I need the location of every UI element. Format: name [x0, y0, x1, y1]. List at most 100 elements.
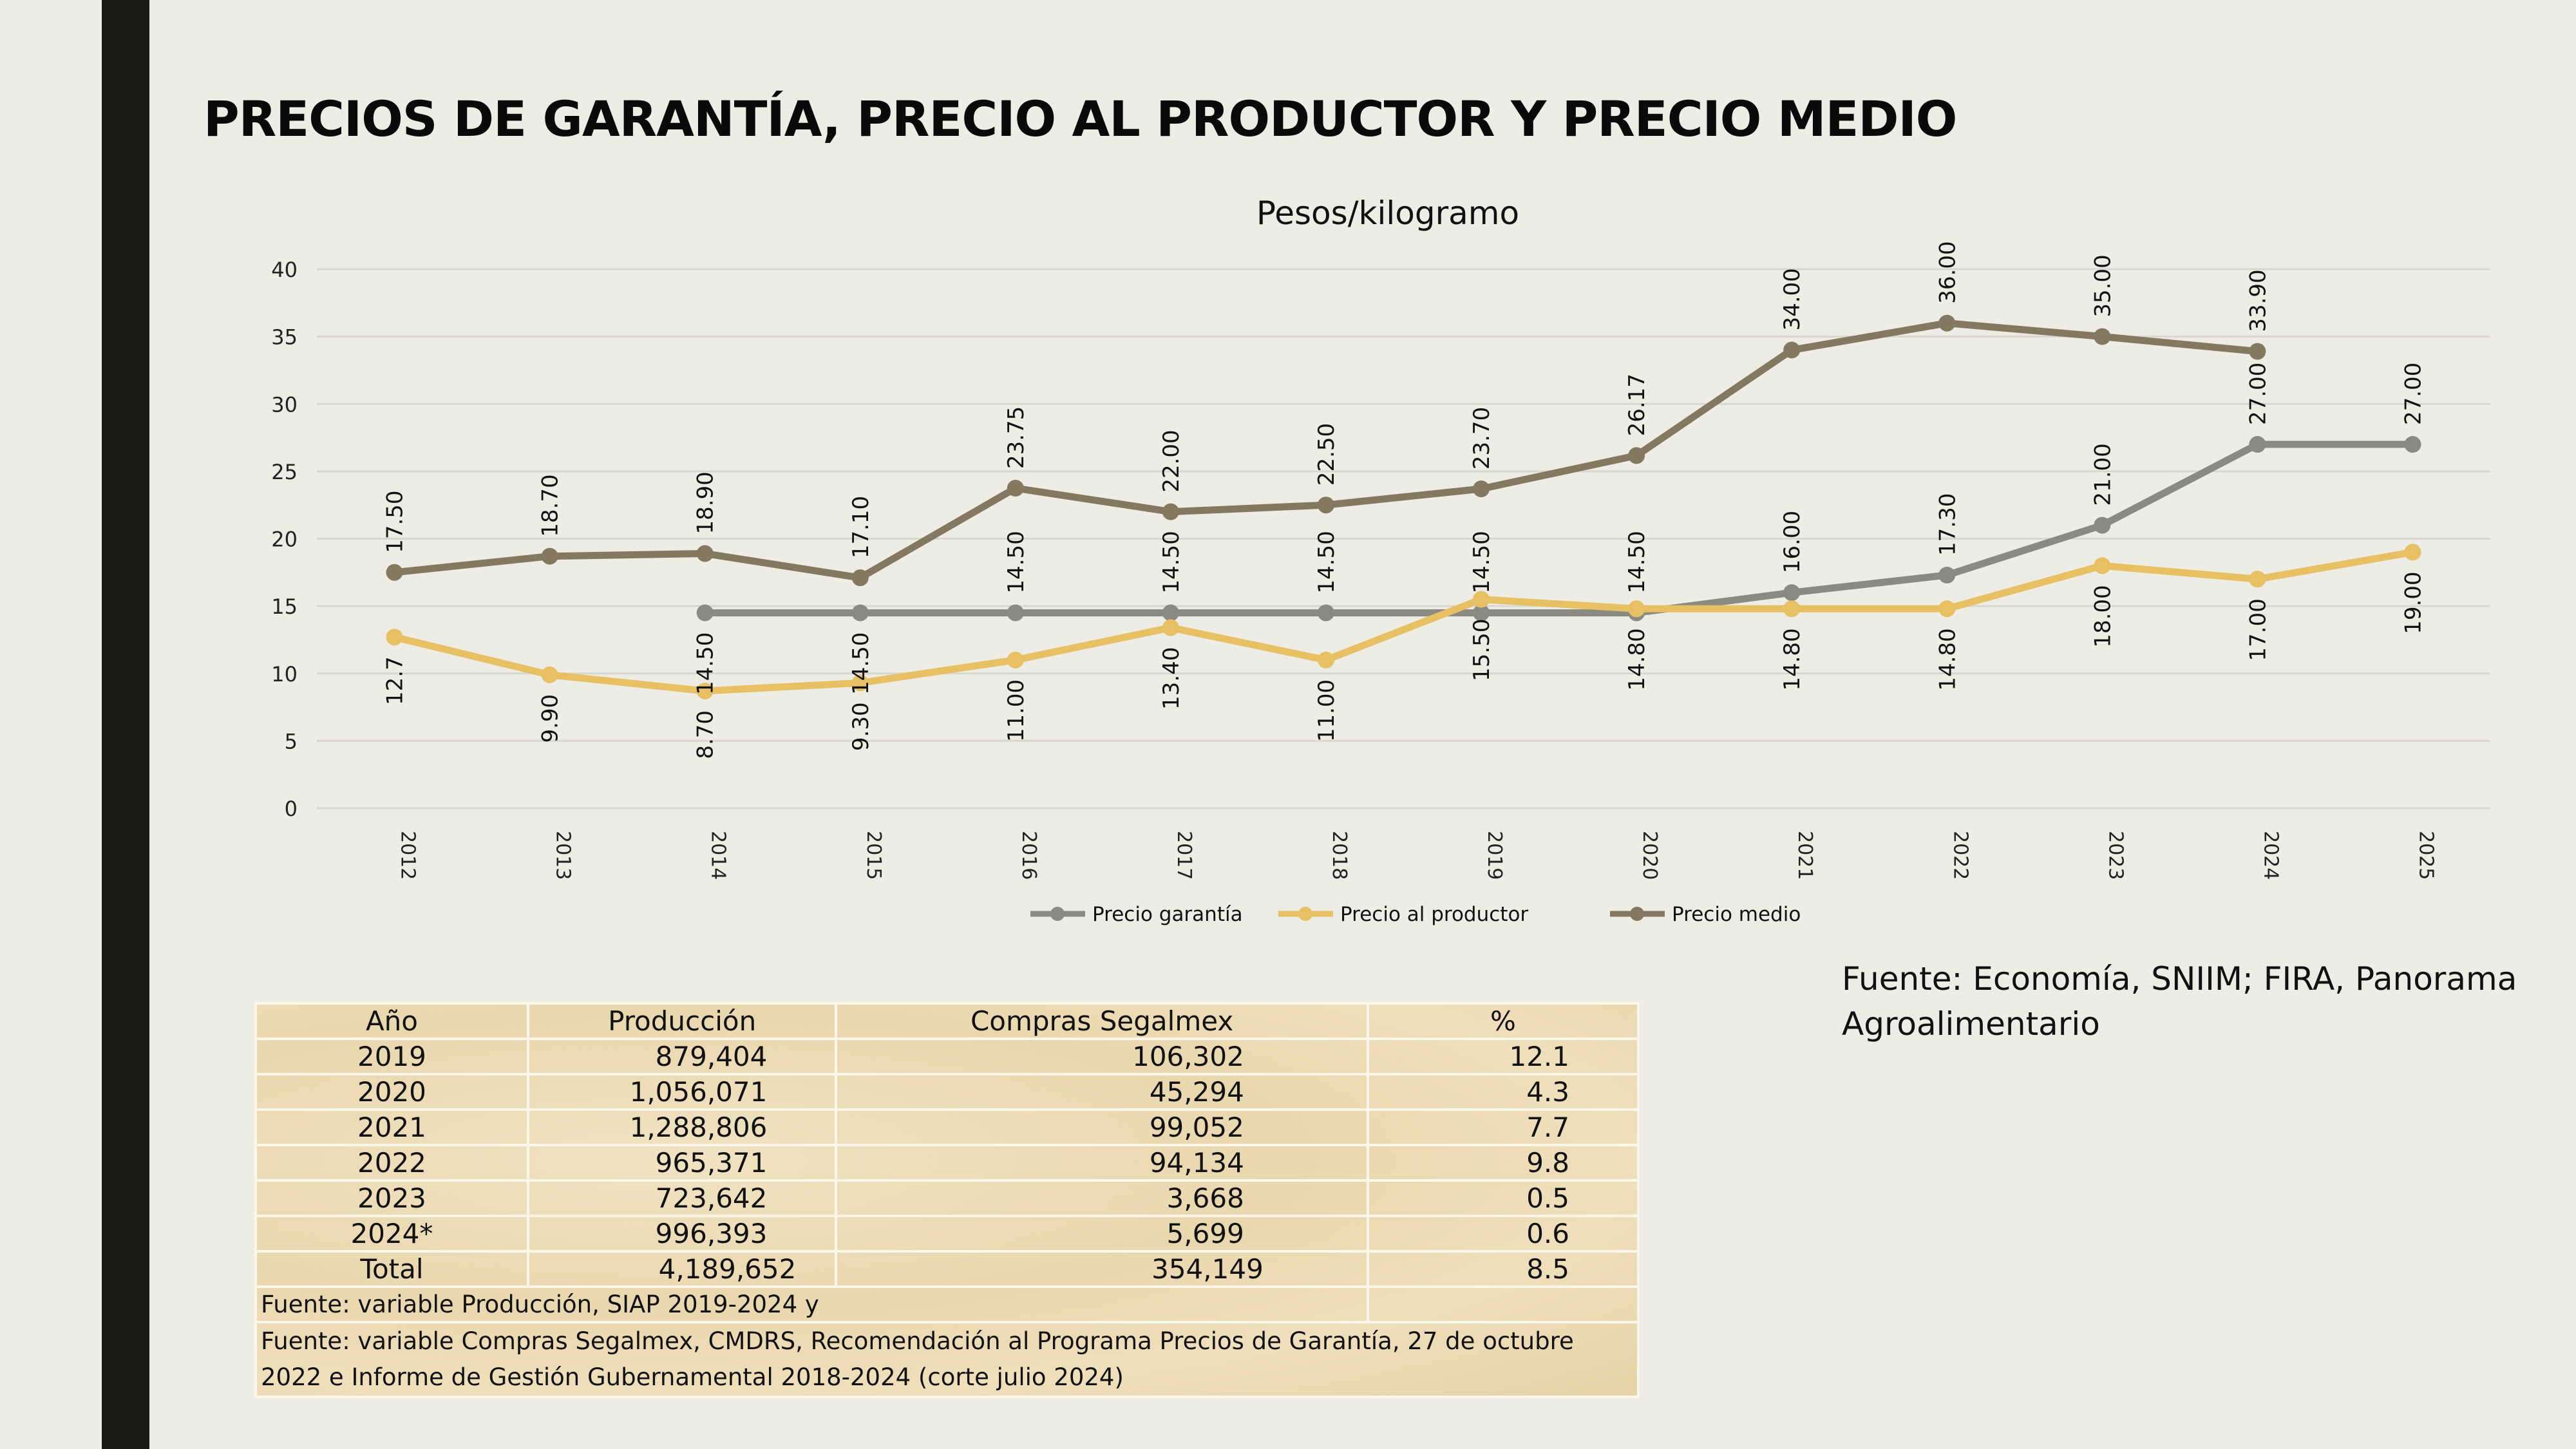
y-tick-label: 40	[271, 258, 298, 282]
data-point	[1162, 503, 1179, 520]
x-tick-label: 2023	[2104, 831, 2126, 880]
y-tick-label: 0	[285, 797, 298, 821]
data-point	[1628, 600, 1645, 618]
cell-purchases: 45,294	[835, 1073, 1369, 1111]
header-percent: %	[1366, 1002, 1640, 1040]
data-label: 9.30	[848, 702, 874, 751]
data-point	[541, 547, 558, 565]
data-label: 18.70	[538, 474, 564, 536]
data-point	[1007, 604, 1024, 621]
chart-source: Fuente: Economía, SNIIM; FIRA, Panorama …	[1842, 956, 2517, 1046]
x-tick-label: 2024	[2259, 831, 2282, 880]
x-tick-label: 2016	[1018, 831, 1040, 880]
y-tick-label: 10	[271, 662, 298, 687]
table-row: 2019 879,404 106,302 12.1	[254, 1037, 1640, 1075]
data-label: 11.00	[1003, 679, 1029, 742]
total-label: Total	[254, 1250, 529, 1288]
data-point	[851, 569, 869, 587]
table-header-row: Año Producción Compras Segalmex %	[254, 1002, 1640, 1040]
data-point	[2094, 557, 2111, 574]
data-point	[1317, 604, 1334, 621]
data-label: 9.90	[538, 694, 564, 743]
data-label: 15.50	[1469, 619, 1495, 681]
y-tick-label: 5	[285, 729, 298, 753]
series-line-1	[393, 549, 2414, 695]
chart-title: Pesos/kilogramo	[1256, 194, 1519, 232]
data-point	[1007, 651, 1024, 668]
data-point	[1783, 600, 1801, 618]
data-point	[1628, 447, 1645, 464]
data-point	[851, 674, 869, 692]
data-label: 17.50	[383, 490, 408, 553]
data-label: 8.70	[693, 710, 719, 759]
data-label: 11.00	[1314, 679, 1340, 742]
y-tick-label: 35	[271, 325, 298, 350]
y-tick-label: 30	[271, 392, 298, 417]
cell-year: 2024*	[254, 1215, 529, 1253]
data-point	[851, 604, 869, 621]
total-percent: 8.5	[1366, 1250, 1640, 1288]
x-tick-label: 2013	[552, 831, 574, 880]
x-tick-label: 2015	[862, 831, 885, 880]
cell-year: 2019	[254, 1037, 529, 1075]
table-note-2: Fuente: variable Compras Segalmex, CMDRS…	[254, 1321, 1640, 1398]
x-tick-label: 2012	[397, 831, 419, 880]
data-label: 36.00	[1935, 241, 1960, 303]
x-tick-label: 2022	[1949, 831, 1971, 880]
data-point	[386, 629, 403, 646]
data-point	[1473, 604, 1490, 621]
data-label: 22.00	[1159, 430, 1184, 492]
x-tick-label: 2019	[1483, 831, 1506, 880]
table-row: 2020 1,056,071 45,294 4.3	[254, 1073, 1640, 1111]
data-point	[696, 682, 714, 699]
x-tick-label: 2018	[1328, 831, 1350, 880]
legend-swatch-marker	[1630, 907, 1644, 921]
legend-label: Precio al productor	[1340, 903, 1528, 926]
table-row: 2022 965,371 94,134 9.8	[254, 1144, 1640, 1182]
data-label: 33.90	[2245, 269, 2271, 332]
table-row: 2024* 996,393 5,699 0.6	[254, 1215, 1640, 1253]
data-point	[1783, 341, 1801, 359]
legend-label: Precio medio	[1672, 903, 1801, 926]
sidebar-accent-bar	[102, 0, 149, 1449]
data-point	[2094, 516, 2111, 534]
legend-swatch-marker	[1050, 907, 1065, 921]
cell-percent: 7.7	[1366, 1108, 1640, 1146]
cell-percent: 12.1	[1366, 1037, 1640, 1075]
cell-percent: 0.5	[1366, 1179, 1640, 1217]
data-label: 17.30	[1935, 493, 1960, 556]
data-label: 14.50	[693, 632, 719, 695]
y-tick-label: 15	[271, 594, 298, 619]
x-tick-label: 2020	[1638, 831, 1661, 880]
cell-purchases: 3,668	[835, 1179, 1369, 1217]
data-label: 18.00	[2090, 585, 2116, 647]
data-point	[541, 666, 558, 683]
x-tick-label: 2021	[1794, 831, 1816, 880]
data-label: 14.80	[1624, 628, 1650, 690]
data-point	[1007, 480, 1024, 497]
table-note-row: Fuente: variable Compras Segalmex, CMDRS…	[254, 1321, 1640, 1398]
cell-purchases: 99,052	[835, 1108, 1369, 1146]
data-label: 34.00	[1779, 268, 1805, 330]
table-row: 2021 1,288,806 99,052 7.7	[254, 1108, 1640, 1146]
line-chart: Pesos/kilogramo 0 5 10 15 20 25 30 35 40 2012 2013 2…	[271, 194, 2490, 926]
cell-production: 1,056,071	[526, 1073, 838, 1111]
data-label: 14.50	[1624, 531, 1650, 593]
legend-swatch-marker	[1298, 907, 1312, 921]
data-point	[1317, 497, 1334, 514]
y-tick-label: 25	[271, 460, 298, 484]
cell-purchases: 5,699	[835, 1215, 1369, 1253]
cell-percent: 0.6	[1366, 1215, 1640, 1253]
data-label: 14.50	[1159, 531, 1184, 593]
cell-year: 2021	[254, 1108, 529, 1146]
cell-year: 2023	[254, 1179, 529, 1217]
data-point	[2404, 544, 2421, 561]
data-label: 23.70	[1469, 407, 1495, 469]
y-tick-label: 20	[271, 527, 298, 552]
data-point	[386, 564, 403, 581]
production-table: Año Producción Compras Segalmex % 2019 87…	[254, 1002, 1640, 1398]
data-point	[1938, 314, 1956, 332]
header-year: Año	[254, 1002, 529, 1040]
data-point	[2404, 436, 2421, 453]
data-point	[1783, 584, 1801, 601]
